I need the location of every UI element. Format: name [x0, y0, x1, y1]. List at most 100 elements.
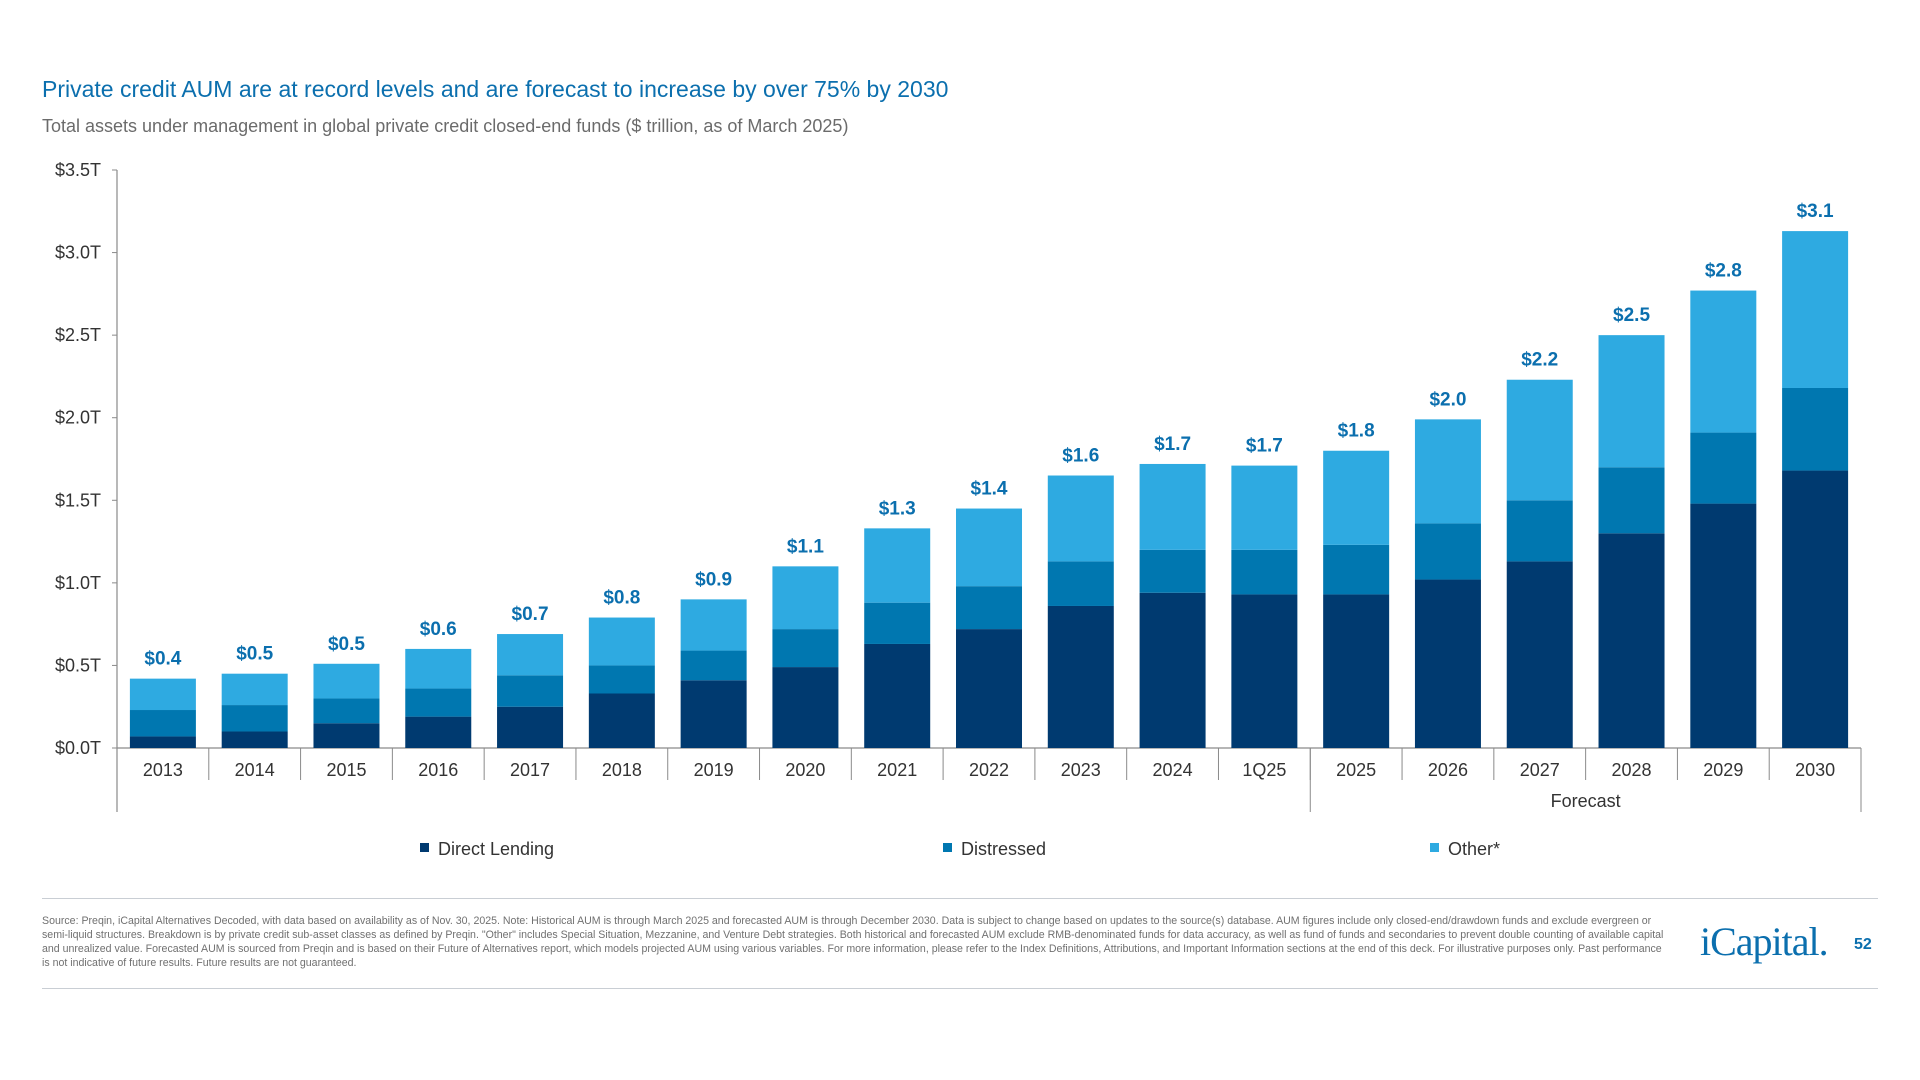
data-label: $1.6	[1062, 446, 1099, 467]
bar-segment-other	[680, 599, 747, 651]
bar-segment-distressed	[1598, 467, 1665, 534]
y-tick-label: $1.5T	[55, 490, 101, 510]
bar-segment-directlending	[1782, 470, 1849, 748]
bar-segment-distressed	[1506, 500, 1573, 562]
chart-title: Private credit AUM are at record levels …	[42, 76, 949, 102]
x-tick-label: 2019	[694, 760, 734, 780]
data-label: $1.3	[879, 498, 916, 519]
bar-segment-directlending	[313, 723, 380, 748]
bar-segment-other	[1690, 290, 1757, 433]
data-label: $0.9	[695, 569, 732, 590]
divider	[42, 898, 1878, 899]
bar-segment-distressed	[1323, 544, 1390, 595]
bar-segment-distressed	[405, 688, 472, 717]
data-label: $0.7	[512, 604, 549, 625]
bar-segment-distressed	[680, 650, 747, 681]
data-label: $1.8	[1338, 421, 1375, 442]
legend-label: Direct Lending	[438, 839, 554, 859]
bar-segment-other	[313, 663, 380, 699]
legend-label: Distressed	[961, 839, 1046, 859]
y-tick-label: $3.0T	[55, 243, 101, 263]
data-label: $1.1	[787, 536, 824, 557]
stacked-bar-chart: $0.0T $0.5T $1.0T $1.5T $2.0T $2.5T $3.0T $3.5T…	[55, 160, 1862, 859]
x-tick-label: 2030	[1795, 760, 1835, 780]
forecast-label: Forecast	[1551, 791, 1621, 811]
x-tick-label: 2014	[235, 760, 275, 780]
x-tick-label: 2018	[602, 760, 642, 780]
y-tick-label: $3.5T	[55, 160, 101, 180]
x-tick-label: 2024	[1153, 760, 1193, 780]
bar-segment-other	[1323, 450, 1390, 545]
x-tick-label: 2015	[326, 760, 366, 780]
bar-segment-other	[1047, 475, 1114, 562]
x-tick-label: 2021	[877, 760, 917, 780]
bar-segment-other	[588, 617, 655, 666]
bar-segment-distressed	[497, 675, 564, 707]
legend-swatch	[1430, 843, 1439, 852]
bar-segment-distressed	[221, 705, 288, 732]
data-label: $2.2	[1521, 350, 1558, 371]
data-label: $1.7	[1246, 436, 1283, 457]
bar-segment-directlending	[772, 667, 839, 748]
bar-segment-distressed	[1414, 523, 1481, 580]
x-tick-label: 2022	[969, 760, 1009, 780]
bar-segment-directlending	[1598, 533, 1665, 748]
bar-segment-other	[864, 528, 931, 603]
bar-segment-directlending	[1414, 579, 1481, 748]
x-tick-label: 2023	[1061, 760, 1101, 780]
bar-segment-directlending	[1231, 594, 1298, 748]
data-label: $2.8	[1705, 261, 1742, 282]
bar-segment-distressed	[1231, 549, 1298, 595]
data-label: $0.4	[144, 649, 181, 670]
data-label: $0.8	[603, 588, 640, 609]
bar-segment-other	[221, 673, 288, 706]
x-tick-label: 2028	[1612, 760, 1652, 780]
bar-segment-directlending	[1139, 592, 1206, 748]
bar-segment-distressed	[1782, 387, 1849, 471]
x-tick-label: 2026	[1428, 760, 1468, 780]
chart-subtitle: Total assets under management in global …	[42, 116, 849, 136]
bar-segment-other	[129, 678, 196, 711]
bar-segment-other	[1414, 419, 1481, 524]
y-tick-label: $2.0T	[55, 408, 101, 428]
source-footnote: Source: Preqin, iCapital Alternatives De…	[42, 915, 1664, 969]
bar-segment-distressed	[956, 586, 1022, 630]
data-label: $0.6	[420, 619, 457, 640]
data-label: $3.1	[1797, 201, 1834, 222]
bar-segment-other	[497, 634, 564, 676]
bar-segment-other	[1231, 465, 1298, 550]
bar-segment-directlending	[497, 706, 564, 748]
bar-segment-other	[405, 648, 472, 689]
data-label: $1.7	[1154, 434, 1191, 455]
data-label: $2.5	[1613, 305, 1650, 326]
bar-segment-distressed	[1690, 432, 1757, 504]
divider	[42, 988, 1878, 989]
data-label: $0.5	[236, 644, 273, 665]
y-tick-label: $2.5T	[55, 325, 101, 345]
x-tick-label: 2029	[1703, 760, 1743, 780]
bar-segment-directlending	[1323, 594, 1390, 748]
bar-segment-directlending	[1690, 503, 1757, 748]
bar-segment-distressed	[129, 710, 196, 737]
bar-segment-other	[772, 566, 839, 630]
bar-segment-other	[1782, 231, 1849, 388]
y-tick-label: $0.0T	[55, 738, 101, 758]
bar-segment-distressed	[864, 602, 931, 644]
bar-segment-directlending	[1047, 605, 1114, 748]
page-number: 52	[1854, 936, 1872, 953]
bar-segment-directlending	[1506, 561, 1573, 748]
y-tick-label: $1.0T	[55, 573, 101, 593]
x-tick-label: 2017	[510, 760, 550, 780]
bar-segment-distressed	[313, 698, 380, 724]
bar-segment-distressed	[1139, 549, 1206, 593]
bar-segment-other	[956, 508, 1022, 587]
data-label: $0.5	[328, 634, 365, 655]
bar-segment-distressed	[772, 629, 839, 668]
icapital-logo: iCapital.	[1700, 919, 1829, 964]
bar-segment-distressed	[588, 665, 655, 694]
bar-segment-directlending	[221, 731, 288, 748]
data-label: $1.4	[971, 479, 1008, 500]
bar-segment-directlending	[588, 693, 655, 748]
legend-swatch	[420, 843, 429, 852]
bar-segment-directlending	[680, 680, 747, 748]
